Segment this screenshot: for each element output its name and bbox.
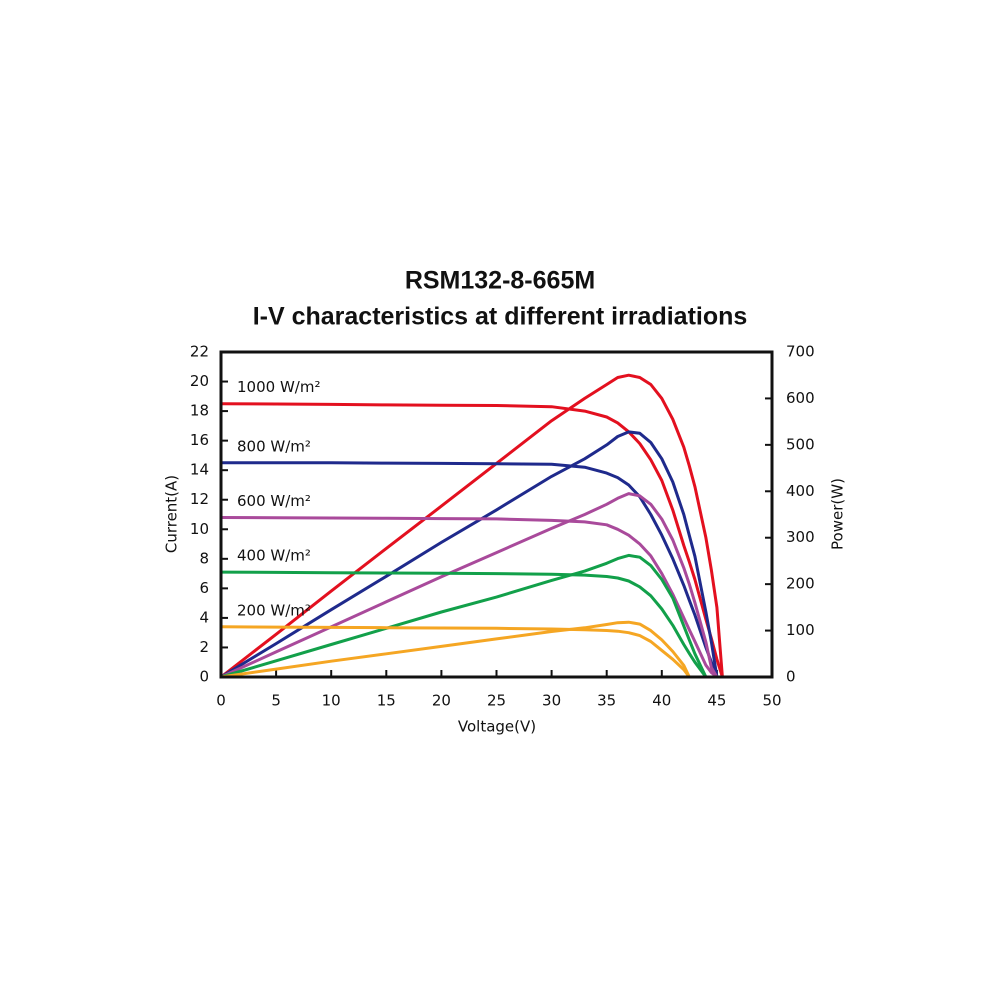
current-curve (220, 625, 691, 678)
chart-subtitle: I-V characteristics at different irradia… (253, 303, 748, 331)
y2-tick-label: 300 (786, 528, 815, 546)
x-tick-label: 10 (322, 692, 341, 710)
x-axis-label: Voltage(V) (458, 718, 536, 736)
power-curve (220, 373, 724, 679)
y2-tick-label: 500 (786, 435, 815, 453)
y-tick-label: 12 (190, 490, 209, 508)
current-curve (220, 516, 718, 679)
y-tick-label: 10 (190, 520, 209, 538)
series-label: 400 W/m² (237, 547, 311, 565)
x-tick-label: 20 (432, 692, 451, 710)
series-label: 1000 W/m² (237, 378, 320, 396)
x-tick-label: 50 (762, 692, 781, 710)
y-tick-label: 16 (190, 431, 209, 449)
y-axis-label: Current(A) (163, 475, 181, 553)
x-tick-label: 25 (487, 692, 506, 710)
y-tick-label: 6 (199, 579, 209, 597)
x-tick-label: 35 (597, 692, 616, 710)
current-curve (221, 461, 719, 678)
series-label: 800 W/m² (237, 437, 311, 455)
series-label: 600 W/m² (237, 492, 311, 510)
y2-tick-label: 100 (786, 621, 815, 639)
y2-tick-label: 200 (786, 575, 815, 593)
power-curve (220, 492, 719, 679)
y2-tick-label: 0 (786, 668, 796, 686)
y2-tick-label: 400 (786, 482, 815, 500)
y-tick-label: 18 (190, 402, 209, 420)
y-tick-label: 22 (190, 343, 209, 361)
current-curve (220, 402, 724, 678)
y-tick-label: 0 (199, 668, 209, 686)
x-tick-label: 15 (377, 692, 396, 710)
x-tick-label: 0 (216, 692, 226, 710)
y2-tick-label: 600 (786, 389, 815, 407)
y-tick-label: 4 (199, 608, 209, 626)
x-tick-label: 40 (652, 692, 671, 710)
current-curve (220, 570, 708, 678)
power-curve (220, 620, 691, 679)
y-tick-label: 20 (190, 372, 209, 390)
series-label: 200 W/m² (237, 601, 311, 619)
plot-frame (219, 350, 774, 679)
chart-title: RSM132-8-665M (405, 267, 595, 295)
x-tick-label: 5 (271, 692, 281, 710)
y-tick-label: 14 (190, 461, 209, 479)
power-curve (220, 430, 719, 679)
y2-tick-label: 700 (786, 343, 815, 361)
y-tick-label: 2 (199, 638, 209, 656)
y2-axis-label: Power(W) (829, 478, 847, 550)
y-tick-label: 8 (199, 549, 209, 567)
x-tick-label: 45 (707, 692, 726, 710)
x-tick-label: 30 (542, 692, 561, 710)
